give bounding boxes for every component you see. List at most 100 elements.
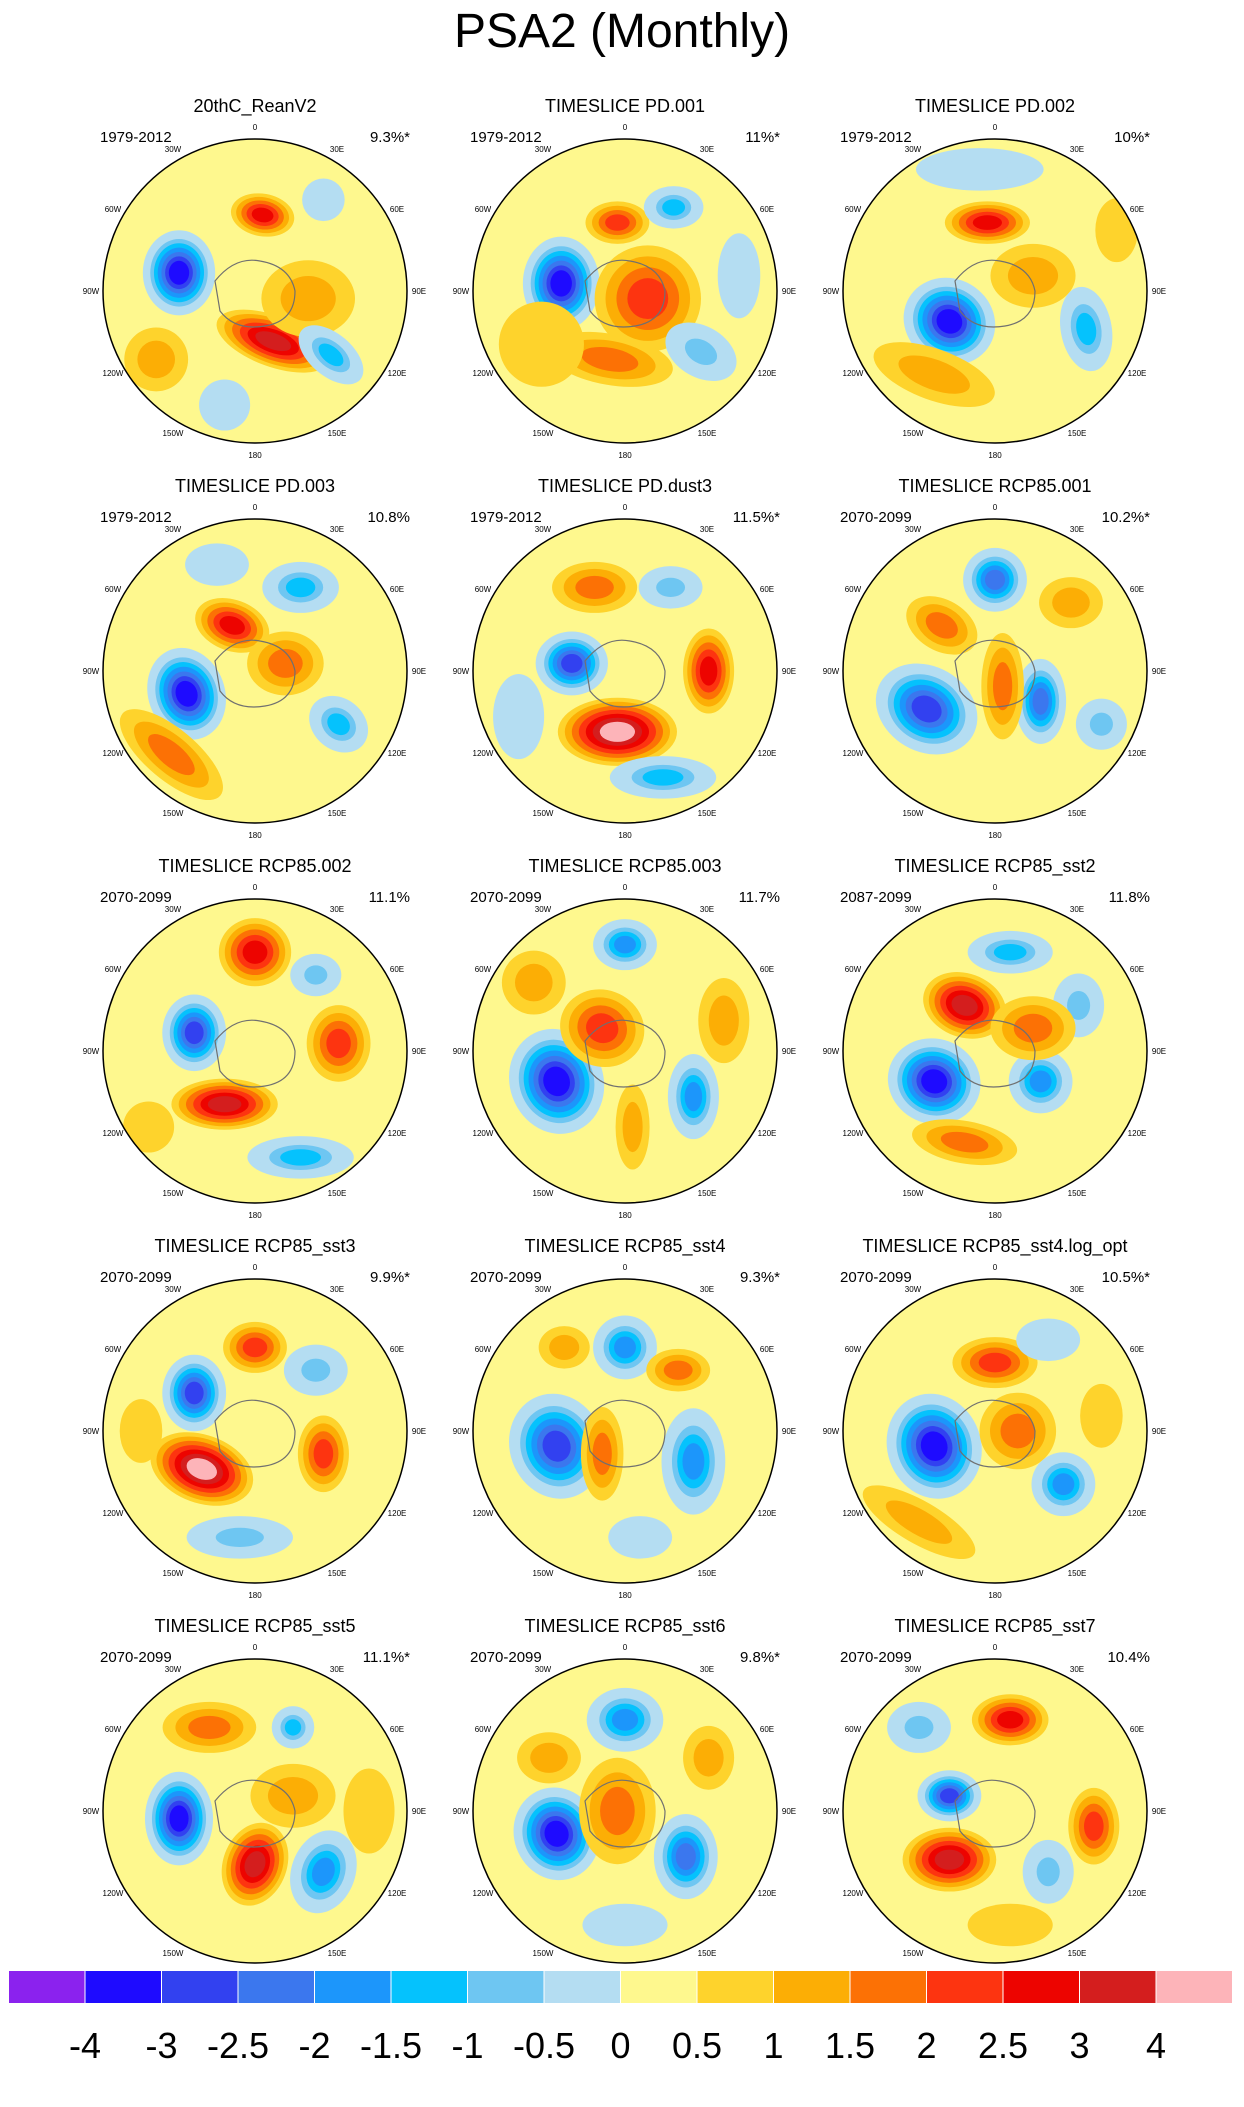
longitude-label: 30E — [1070, 1665, 1084, 1674]
longitude-label: 90W — [453, 667, 470, 676]
longitude-label: 60E — [760, 205, 774, 214]
contour-band — [169, 1805, 189, 1832]
contour-band — [939, 1788, 959, 1804]
longitude-label: 180 — [248, 831, 262, 840]
longitude-label: 30W — [165, 905, 182, 914]
longitude-label: 120E — [388, 1129, 407, 1138]
longitude-label: 120E — [388, 1889, 407, 1898]
longitude-label: 30W — [905, 145, 922, 154]
longitude-label: 90W — [453, 1427, 470, 1436]
longitude-label: 150W — [903, 429, 924, 438]
coastline — [214, 639, 296, 708]
panel-period: 1979-2012 — [100, 129, 172, 146]
longitude-label: 120W — [103, 1889, 124, 1898]
contour-band — [984, 569, 1006, 590]
longitude-label: 90E — [782, 667, 796, 676]
contour-band — [605, 214, 630, 231]
map-panel: TIMESLICE RCP85.002 2070-2099 11.1% 0 30E 60E… — [70, 844, 440, 1224]
longitude-label: 0 — [993, 1643, 998, 1652]
longitude-label: 0 — [623, 123, 628, 132]
contour-band — [942, 156, 1018, 182]
longitude-label: 90E — [412, 1427, 426, 1436]
colorbar-swatch — [620, 1970, 698, 2004]
polar-map: 0 30E 60E 90E 120E 150E 180 30W 60W 90W 120W 150W — [83, 883, 426, 1220]
polar-map: 0 30E 60E 90E 120E 150E 180 30W 60W 90W 120W 150W — [83, 123, 426, 460]
polar-map: 0 30E 60E 90E 120E 150E 180 30W 60W 90W 120W 150W — [823, 883, 1166, 1220]
longitude-label: 30W — [905, 1285, 922, 1294]
longitude-label: 90W — [823, 1807, 840, 1816]
longitude-label: 120E — [388, 749, 407, 758]
longitude-label: 60E — [1130, 585, 1144, 594]
map-border — [842, 1658, 1148, 1964]
contour-band — [662, 199, 686, 216]
map-panel: TIMESLICE RCP85_sst3 2070-2099 9.9%* 0 30E 60… — [70, 1224, 440, 1604]
contour-band — [168, 260, 190, 285]
longitude-label: 0 — [993, 123, 998, 132]
map-border — [842, 138, 1148, 444]
contour-band — [280, 276, 336, 322]
longitude-label: 150E — [1068, 809, 1087, 818]
panel-title: TIMESLICE PD.001 — [544, 96, 706, 116]
contour-band — [627, 278, 669, 320]
longitude-label: 60E — [390, 965, 404, 974]
longitude-label: 30W — [905, 905, 922, 914]
longitude-label: 120E — [758, 369, 777, 378]
longitude-label: 150W — [533, 429, 554, 438]
longitude-label: 120E — [758, 1129, 777, 1138]
panel-title: TIMESLICE RCP85_sst7 — [894, 1616, 1096, 1636]
polar-map: 0 30E 60E 90E 120E 150E 180 30W 60W 90W 120W 150W — [453, 123, 796, 460]
colorbar-swatch — [1079, 1970, 1157, 2004]
contour-band — [198, 552, 236, 578]
map-border — [842, 518, 1148, 824]
longitude-label: 30E — [700, 525, 714, 534]
longitude-label: 120W — [103, 369, 124, 378]
longitude-label: 150E — [698, 1949, 717, 1958]
longitude-label: 180 — [988, 1591, 1002, 1600]
main-title: PSA2 (Monthly) — [453, 5, 791, 58]
contour-band — [242, 1337, 268, 1358]
longitude-label: 60W — [475, 205, 492, 214]
longitude-label: 30W — [165, 1665, 182, 1674]
colorbar-tick-label: -1 — [451, 2025, 483, 2066]
panel-title: TIMESLICE PD.003 — [174, 476, 336, 496]
longitude-label: 90E — [1152, 1047, 1166, 1056]
colorbar-tick-label: -1.5 — [360, 2025, 422, 2066]
longitude-label: 150E — [698, 809, 717, 818]
contour-band — [310, 187, 336, 213]
map-border — [102, 138, 408, 444]
colorbar-swatch — [543, 1970, 621, 2004]
contour-band — [514, 963, 553, 1002]
contour-band — [186, 1458, 217, 1480]
longitude-label: 60W — [105, 965, 122, 974]
contour-band — [327, 713, 350, 736]
colorbar-swatch — [84, 1970, 162, 2004]
longitude-label: 30E — [700, 1665, 714, 1674]
longitude-label: 30W — [535, 1665, 552, 1674]
contour-band — [682, 1443, 705, 1480]
contour-band — [1083, 1811, 1104, 1841]
longitude-label: 90E — [1152, 1427, 1166, 1436]
longitude-label: 30W — [905, 525, 922, 534]
panel-title: TIMESLICE RCP85.003 — [528, 856, 722, 876]
panel-variance-percent: 11.7% — [738, 889, 780, 906]
coastline — [214, 259, 296, 328]
contour-band — [184, 1021, 204, 1045]
longitude-label: 180 — [248, 1211, 262, 1220]
longitude-label: 120W — [103, 749, 124, 758]
longitude-label: 0 — [623, 503, 628, 512]
longitude-label: 60E — [760, 585, 774, 594]
map-panel: TIMESLICE PD.dust3 1979-2012 11.5%* 0 30E 60E… — [440, 464, 810, 844]
contour-band — [498, 301, 584, 387]
longitude-label: 60E — [390, 1345, 404, 1354]
map-panel: 20thC_ReanV2 1979-2012 9.3%* 0 30E 60E 90E 120E… — [70, 84, 440, 464]
contour-band — [592, 1432, 612, 1475]
longitude-label: 60E — [1130, 1725, 1144, 1734]
contour-band — [343, 1768, 395, 1854]
longitude-label: 120W — [473, 1889, 494, 1898]
longitude-label: 120E — [388, 1509, 407, 1518]
panel-variance-percent: 11%* — [745, 129, 780, 146]
longitude-label: 90W — [83, 1427, 100, 1436]
contour-band — [997, 1711, 1024, 1729]
longitude-label: 60E — [1130, 205, 1144, 214]
longitude-label: 60E — [390, 585, 404, 594]
